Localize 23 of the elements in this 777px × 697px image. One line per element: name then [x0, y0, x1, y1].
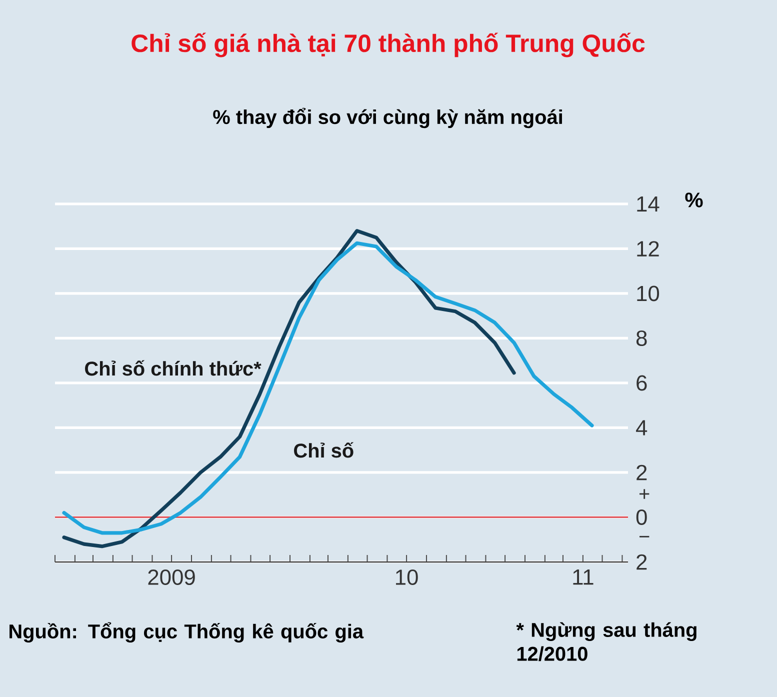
text: −	[640, 536, 650, 538]
x-tick-label: 11	[573, 570, 594, 585]
y-tick-label: 8	[636, 330, 647, 346]
y-tick-label: 2	[636, 554, 647, 570]
line-series	[62, 241, 594, 535]
line-series	[62, 229, 516, 548]
text: Chỉ số	[294, 442, 354, 458]
y-tick-label: 14	[637, 196, 660, 212]
y-tick-label: 4	[636, 420, 648, 436]
chart-title: Chỉ số giá nhà tại 70 thành phố Trung Quốc	[132, 32, 645, 58]
x-tick-label: 10	[396, 569, 418, 586]
y-tick-label: 0	[636, 509, 647, 525]
y-tick-label: 2	[636, 464, 647, 480]
text: +	[639, 489, 650, 499]
chart-subtitle: % thay đổi so với cùng kỳ năm ngoái	[213, 108, 562, 128]
text: * Ngừng sau tháng 12/2010	[516, 622, 696, 662]
y-tick-label: 10	[637, 286, 660, 302]
y-axis-title: %	[685, 192, 703, 208]
y-tick-label: 12	[637, 241, 659, 256]
text: Nguồn: Tổng cục Thống kê quốc gia	[10, 622, 364, 642]
series-label: Chỉ số chính thức*	[85, 360, 262, 376]
y-tick-label: 6	[636, 375, 647, 391]
x-tick-label: 2009	[148, 569, 195, 586]
